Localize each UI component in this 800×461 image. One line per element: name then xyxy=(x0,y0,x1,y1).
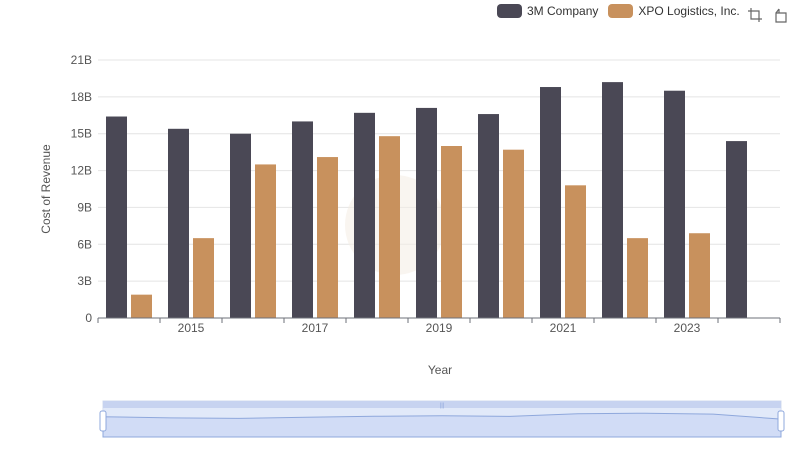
bar-xpo-logistics-2014[interactable] xyxy=(131,294,152,318)
y-tick-label: 9B xyxy=(77,200,92,214)
data-zoom-icon[interactable] xyxy=(747,7,763,23)
bar-3m-company-2014[interactable] xyxy=(106,116,127,318)
bar-3m-company-2022[interactable] xyxy=(602,82,623,318)
bar-xpo-logistics-2019[interactable] xyxy=(441,146,462,318)
x-tick-label: 2015 xyxy=(178,321,205,335)
legend-item-3m-company[interactable]: 3M Company xyxy=(497,4,598,18)
y-tick-label: 12B xyxy=(71,164,92,178)
x-tick-label: 2021 xyxy=(550,321,577,335)
y-tick-label: 6B xyxy=(77,237,92,251)
y-tick-label: 18B xyxy=(71,90,92,104)
x-tick-label: 2023 xyxy=(674,321,701,335)
bar-xpo-logistics-2023[interactable] xyxy=(689,233,710,318)
y-tick-label: 21B xyxy=(71,53,92,67)
bar-3m-company-2017[interactable] xyxy=(292,121,313,318)
legend: 3M Company XPO Logistics, Inc. xyxy=(497,4,750,18)
y-axis: 0 3B 6B 9B 12B 15B 18B 21B xyxy=(71,53,93,325)
bar-3m-company-2018[interactable] xyxy=(354,112,375,318)
legend-item-xpo-logistics[interactable]: XPO Logistics, Inc. xyxy=(608,4,740,18)
data-zoom-slider[interactable]: ||| xyxy=(99,400,785,438)
bar-3m-company-2021[interactable] xyxy=(540,87,561,319)
data-zoom-handle-right[interactable] xyxy=(777,410,785,432)
bar-3m-company-2016[interactable] xyxy=(230,133,251,318)
bar-3m-company-2024[interactable] xyxy=(726,141,747,318)
data-zoom-overview-line xyxy=(102,412,782,438)
bar-3m-company-2023[interactable] xyxy=(664,90,685,318)
bar-xpo-logistics-2017[interactable] xyxy=(317,157,338,318)
y-tick-label: 15B xyxy=(71,127,92,141)
y-tick-label: 3B xyxy=(77,274,92,288)
bar-xpo-logistics-2018[interactable] xyxy=(379,136,400,318)
zoom-reset-icon[interactable] xyxy=(773,7,789,23)
data-zoom-handle-left[interactable] xyxy=(99,410,107,432)
bar-3m-company-2020[interactable] xyxy=(478,114,499,318)
legend-swatch xyxy=(497,4,522,18)
bar-xpo-logistics-2015[interactable] xyxy=(193,238,214,318)
bar-3m-company-2015[interactable] xyxy=(168,128,189,318)
data-zoom-move-bar[interactable] xyxy=(103,401,781,408)
bar-3m-company-2019[interactable] xyxy=(416,107,437,319)
y-axis-label: Cost of Revenue xyxy=(39,144,53,234)
y-tick-label: 0 xyxy=(85,311,92,325)
x-tick-label: 2019 xyxy=(426,321,453,335)
bar-xpo-logistics-2020[interactable] xyxy=(503,149,524,318)
x-tick-label: 2017 xyxy=(302,321,329,335)
x-axis: 2015 2017 2019 2021 2023 xyxy=(97,317,781,335)
drag-grip-icon[interactable]: ||| xyxy=(440,403,445,409)
bar-xpo-logistics-2021[interactable] xyxy=(565,185,586,318)
bars xyxy=(106,82,747,319)
legend-label: XPO Logistics, Inc. xyxy=(638,4,740,18)
bar-xpo-logistics-2022[interactable] xyxy=(627,238,648,318)
bar-xpo-logistics-2016[interactable] xyxy=(255,164,276,318)
toolbox xyxy=(747,7,789,23)
x-axis-label: Year xyxy=(428,363,452,377)
legend-swatch xyxy=(608,4,634,18)
legend-label: 3M Company xyxy=(527,4,599,18)
